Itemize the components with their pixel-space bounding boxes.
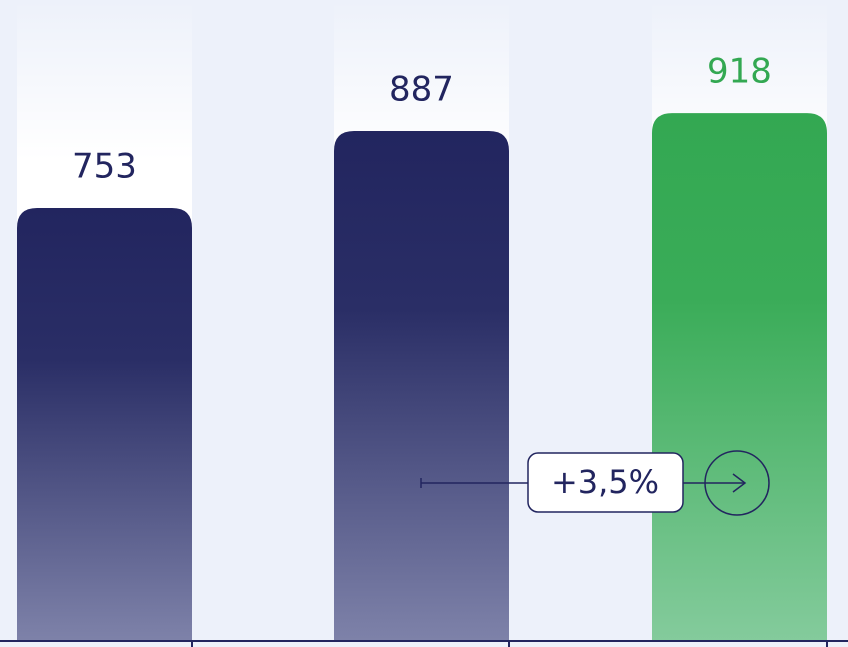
bar [334,130,509,641]
arrow-head [732,473,747,493]
annotation-circle [704,450,770,516]
value-label: 918 [707,52,772,92]
value-label: 887 [389,69,454,109]
value-label: 753 [72,147,137,187]
bar [17,208,192,641]
annotation-text: +3,5% [551,463,659,501]
bar [652,113,827,641]
